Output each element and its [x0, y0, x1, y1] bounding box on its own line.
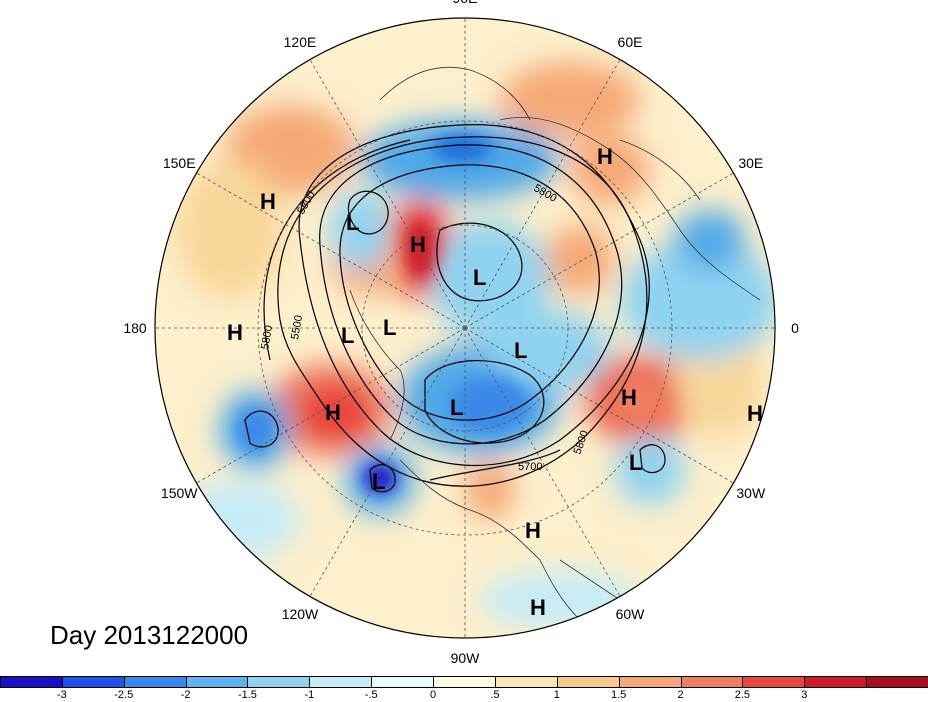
anomaly-shading [155, 18, 775, 638]
colorbar-box [185, 676, 249, 688]
longitude-label: 90W [451, 650, 481, 666]
meridian-line [196, 327, 466, 484]
meridian-line [309, 327, 466, 597]
contour-line [424, 360, 545, 444]
longitude-labels: 90E 60E 30E 0 30W 60W 90W 120W 150W 180 150E 120E [123, 0, 799, 666]
low-greenland: L [514, 338, 527, 363]
meridian-line [196, 172, 466, 329]
contour-label: 5500 [289, 314, 305, 340]
longitude-label: 0 [791, 320, 799, 336]
meridian-line [464, 59, 621, 329]
low-chukchi: L [383, 315, 396, 340]
colorbar-box [433, 676, 496, 688]
low-bering: L [341, 323, 354, 348]
colorbar-tick-label: -.5 [364, 689, 378, 701]
colorbar-box [371, 676, 435, 688]
longitude-label: 120W [282, 606, 319, 622]
high-atlantic-central: H [621, 385, 637, 410]
colorbar-box [247, 676, 311, 688]
pressure-centers: H H H H H H H H H L L L L L L L L [227, 144, 763, 620]
low-hudson: L [450, 395, 463, 420]
contour-line [244, 410, 279, 448]
longitude-label: 90E [453, 0, 478, 6]
contour-line [263, 139, 411, 361]
colorbar-tick-label: -2 [180, 689, 191, 701]
high-europe-east: H [410, 232, 426, 257]
colorbar-tick-label: -2.5 [114, 689, 134, 701]
height-contours [244, 124, 666, 493]
high-siberia-east: H [597, 144, 613, 169]
longitude-label: 150E [163, 155, 196, 171]
colorbar-box [866, 676, 928, 688]
colorbar-tick-label: -1.5 [237, 689, 257, 701]
low-atlantic: L [629, 450, 642, 475]
colorbar-box [618, 676, 682, 688]
meridian-line [464, 327, 734, 484]
colorbar: -3 -2.5 -2 -1.5 -1 -.5 0 .5 1 1.5 2 2.5 3 [0, 676, 928, 702]
colorbar-box [680, 676, 744, 688]
coastlines [349, 66, 761, 621]
contour-line [369, 464, 396, 493]
colorbar-tick-label: 3 [801, 689, 808, 701]
colorbar-box [556, 676, 620, 688]
colorbar-box [804, 676, 868, 688]
colorbar-tick-label: 0 [430, 689, 437, 701]
day-label: Day 2013122000 [50, 620, 249, 650]
contour-line [429, 449, 561, 481]
contour-line [639, 444, 666, 474]
colorbar-box [309, 676, 373, 688]
high-south-atlantic: H [530, 595, 546, 620]
colorbar-box [494, 676, 558, 688]
colorbar-box [742, 676, 806, 688]
meridian-line [464, 327, 621, 597]
contour-line [339, 164, 600, 421]
contour-label: 5700 [518, 461, 542, 473]
longitude-label: 30W [736, 485, 766, 501]
colorbar-tick-label: -3 [56, 689, 67, 701]
meridian-line [464, 172, 734, 329]
contour-line [277, 136, 648, 487]
colorbar-tick-label: 2 [677, 689, 684, 701]
colorbar-box [0, 676, 63, 688]
low-siberia: L [346, 210, 359, 235]
graticule [155, 18, 775, 638]
contour-line [298, 124, 650, 466]
low-california: L [372, 469, 385, 494]
longitude-label: 150W [161, 485, 198, 501]
contour-line [436, 222, 523, 302]
contour-label: 5800 [259, 324, 275, 350]
colorbar-tick-label: 1.5 [611, 689, 627, 701]
map-boundary [154, 17, 776, 639]
colorbar-tick-label: 1 [553, 689, 560, 701]
colorbar-tick-label: 2.5 [734, 689, 751, 701]
longitude-label: 30E [738, 155, 763, 171]
longitude-label: 60E [618, 34, 643, 50]
high-dateline: H [227, 320, 243, 345]
contour-line [347, 190, 389, 235]
longitude-label: 180 [123, 320, 147, 336]
longitude-label: 120E [284, 34, 317, 50]
polar-stereographic-map: 5800 5800 5500 5800 5800 5700 H H H H H … [123, 0, 799, 666]
colorbar-box [123, 676, 187, 688]
longitude-label: 60W [616, 606, 646, 622]
high-pacific-120e: H [260, 189, 276, 214]
meridian-line [309, 59, 466, 329]
high-alaska-gulf: H [325, 400, 341, 425]
high-atlantic-east: H [747, 401, 763, 426]
low-arctic: L [473, 265, 486, 290]
high-caribbean: H [525, 518, 541, 543]
colorbar-box [61, 676, 125, 688]
colorbar-tick-label: .5 [490, 689, 500, 701]
contour-line [319, 144, 623, 445]
colorbar-tick-label: -1 [304, 689, 315, 701]
